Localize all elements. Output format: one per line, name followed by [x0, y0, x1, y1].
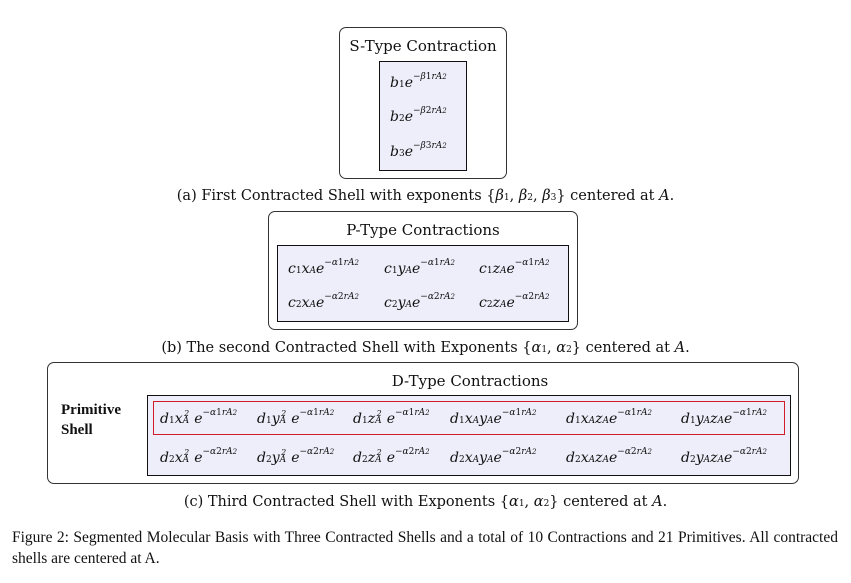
p-term: c1yAe−α1rA2	[384, 262, 455, 276]
p-term: c2yAe−α2rA2	[384, 296, 455, 310]
p-shell-caption: (b) The second Contracted Shell with Exp…	[0, 340, 851, 356]
d-term: d2xAyAe−α2rA2	[450, 451, 536, 465]
s-shell-title: S-Type Contraction	[339, 37, 507, 55]
d-shell-title: D-Type Contractions	[140, 372, 800, 390]
d-term: d1zA2 e−α1rA2	[353, 412, 430, 426]
d-term: d1xA2 e−α1rA2	[160, 412, 237, 426]
d-term: d1xAzAe−α1rA2	[566, 412, 652, 426]
primitive-shell-label: Primitive Shell	[61, 400, 121, 440]
d-term: d1xAyAe−α1rA2	[450, 412, 536, 426]
p-term: c2xAe−α2rA2	[288, 296, 359, 310]
d-term: d2yA2 e−α2rA2	[257, 451, 334, 465]
p-term: c2zAe−α2rA2	[479, 296, 549, 310]
d-term: d1yA2 e−α1rA2	[257, 412, 334, 426]
p-term: c1xAe−α1rA2	[288, 262, 359, 276]
s-term: b2e−β2rA2	[390, 110, 447, 124]
d-term: d2xA2 e−α2rA2	[160, 451, 237, 465]
d-term: d2yAzAe−α2rA2	[681, 451, 767, 465]
d-term: d1yAzAe−α1rA2	[681, 412, 767, 426]
p-term: c1zAe−α1rA2	[479, 262, 549, 276]
s-term: b3e−β3rA2	[390, 145, 447, 159]
d-term: d2xAzAe−α2rA2	[566, 451, 652, 465]
figure-caption: Figure 2: Segmented Molecular Basis with…	[12, 527, 838, 569]
p-shell-title: P-Type Contractions	[268, 221, 578, 239]
d-term: d2zA2 e−α2rA2	[353, 451, 430, 465]
d-shell-caption: (c) Third Contracted Shell with Exponent…	[0, 494, 851, 510]
s-shell-caption: (a) First Contracted Shell with exponent…	[0, 188, 851, 204]
s-term: b1e−β1rA2	[390, 76, 447, 90]
